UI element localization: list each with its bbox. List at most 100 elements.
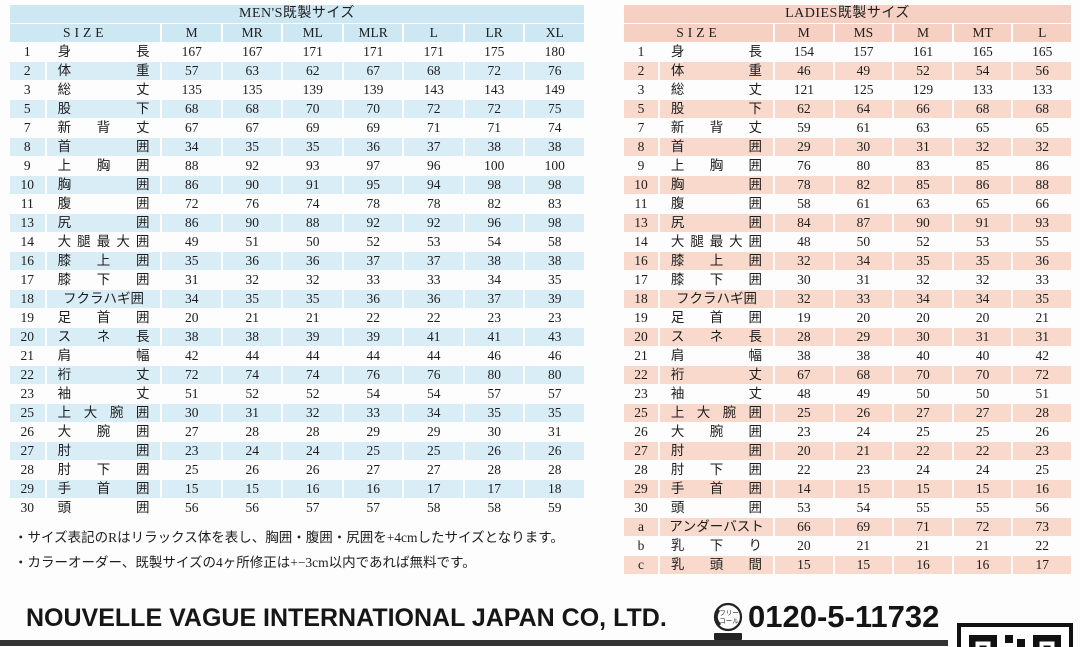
- row-number-cell: 14: [20, 234, 35, 249]
- measurement-value-cell: 66: [894, 100, 952, 118]
- measurement-value-cell: 24: [916, 462, 930, 477]
- table-row: 23 袖丈 51 52 52 54 54 57 57: [10, 385, 584, 403]
- table-row: 27 肘囲 23 24 24 25 25 26 26: [10, 442, 584, 460]
- measurement-value-cell: 78: [426, 196, 441, 211]
- measurement-value-cell: 38: [222, 328, 282, 346]
- measurement-value-cell: 42: [184, 348, 199, 363]
- row-number-cell: 25: [10, 404, 45, 422]
- measurement-value-cell: 21: [856, 538, 871, 553]
- measurement-value-cell: 68: [1013, 100, 1071, 118]
- row-number-cell: 26: [20, 424, 35, 439]
- measurement-label: 肘下囲: [57, 462, 150, 477]
- table-title: LADIES既製サイズ: [624, 5, 1071, 23]
- measurement-label-cell: 大腕囲: [660, 423, 773, 441]
- measurement-label-cell: 体重: [46, 62, 161, 80]
- measurement-value-cell: 68: [834, 366, 893, 384]
- row-number-cell: 28: [20, 462, 35, 477]
- table-row: 10 胸囲 78 82 85 86 88: [624, 176, 1071, 194]
- note-color-order: ・カラーオーダー、既製サイズの4ヶ所修正は+−3cm以内であれば無料です。: [14, 555, 476, 570]
- measurement-value-cell: 154: [793, 44, 814, 59]
- measurement-value-cell: 28: [305, 424, 320, 439]
- measurement-value-cell: 27: [426, 462, 441, 477]
- table-row: 14 大腿最大囲 48 50 52 53 55: [624, 233, 1071, 251]
- measurement-value-cell: 34: [162, 138, 221, 156]
- table-row: 11 腹囲 58 61 63 65 66: [624, 195, 1071, 213]
- measurement-value-cell: 34: [894, 290, 952, 308]
- measurement-label: 身長: [57, 44, 150, 59]
- table-title: MEN'S既製サイズ: [10, 5, 584, 23]
- table-row: 25 上大腕囲 25 26 27 27 28: [624, 404, 1071, 422]
- measurement-value-cell: 90: [222, 176, 282, 194]
- measurement-label: 上胸囲: [57, 158, 150, 173]
- size-column-header: MS: [834, 24, 893, 42]
- measurement-value-cell: 100: [544, 158, 565, 173]
- measurement-label: 袖丈: [57, 386, 150, 401]
- measurement-value-cell: 28: [547, 462, 562, 477]
- row-number-cell: 18: [10, 290, 45, 308]
- measurement-value-cell: 53: [426, 234, 441, 249]
- measurement-value-cell: 51: [245, 234, 259, 249]
- table-row: 30 頭囲 53 54 55 55 56: [624, 499, 1071, 517]
- measurement-value-cell: 59: [547, 500, 562, 515]
- measurement-label-cell: 尻囲: [46, 214, 161, 232]
- measurement-value-cell: 34: [162, 290, 221, 308]
- measurement-value-cell: 70: [343, 100, 403, 118]
- footer-rule: [0, 640, 948, 646]
- measurement-label: 肘囲: [670, 443, 763, 458]
- table-row: 17 膝下囲 30 31 32 32 33: [624, 271, 1071, 289]
- measurement-label: 頭囲: [57, 500, 150, 515]
- measurement-value-cell: 25: [775, 404, 833, 422]
- row-number-cell: 1: [23, 44, 31, 59]
- measurement-value-cell: 54: [856, 500, 871, 515]
- measurement-value-cell: 129: [912, 82, 934, 97]
- measurement-value-cell: 167: [242, 44, 263, 59]
- measurement-label: 股下: [57, 101, 150, 116]
- measurement-value-cell: 35: [283, 138, 342, 156]
- measurement-value-cell: 71: [894, 518, 952, 536]
- measurement-value-cell: 62: [283, 62, 342, 80]
- table-row: 10 胸囲 86 90 91 95 94 98 98: [10, 176, 584, 194]
- measurement-value-cell: 24: [856, 424, 871, 439]
- table-row: 13 尻囲 84 87 90 91 93: [624, 214, 1071, 232]
- measurement-value-cell: 38: [525, 138, 584, 156]
- measurement-value-cell: 50: [305, 234, 320, 249]
- measurement-label: 尻囲: [57, 215, 150, 230]
- row-number-cell: 3: [23, 82, 31, 97]
- measurement-value-cell: 70: [283, 100, 342, 118]
- row-number-cell: 27: [10, 442, 45, 460]
- measurement-value-cell: 21: [1035, 310, 1049, 325]
- measurement-value-cell: 28: [775, 328, 833, 346]
- measurement-value-cell: 167: [181, 44, 202, 59]
- measurement-label: 身長: [670, 44, 763, 59]
- measurement-value-cell: 56: [1035, 500, 1049, 515]
- measurement-value-cell: 34: [953, 290, 1012, 308]
- measurement-label-cell: 膝下囲: [660, 271, 773, 289]
- measurement-value-cell: 80: [856, 158, 871, 173]
- measurement-value-cell: 67: [775, 366, 833, 384]
- measurement-value-cell: 74: [305, 196, 320, 211]
- measurement-value-cell: 83: [547, 196, 562, 211]
- phone-number: 0120-5-11732: [748, 599, 940, 634]
- row-number-cell: 8: [624, 138, 658, 156]
- measurement-value-cell: 55: [916, 500, 930, 515]
- measurement-value-cell: 26: [834, 404, 893, 422]
- measurement-value-cell: 86: [162, 176, 221, 194]
- measurement-value-cell: 48: [797, 234, 811, 249]
- measurement-value-cell: 61: [856, 196, 871, 211]
- measurement-value-cell: 71: [426, 120, 441, 135]
- measurement-value-cell: 96: [464, 214, 524, 232]
- measurement-value-cell: 28: [487, 462, 501, 477]
- measurement-value-cell: 135: [181, 82, 202, 97]
- measurement-value-cell: 135: [242, 82, 263, 97]
- measurement-label: 膝下囲: [670, 272, 763, 287]
- measurement-value-cell: 33: [834, 290, 893, 308]
- measurement-value-cell: 31: [1013, 328, 1071, 346]
- measurement-label-cell: 手首囲: [46, 480, 161, 498]
- measurement-value-cell: 26: [464, 442, 524, 460]
- measurement-value-cell: 66: [775, 518, 833, 536]
- measurement-value-cell: 84: [775, 214, 833, 232]
- measurement-value-cell: 55: [1035, 234, 1049, 249]
- measurement-value-cell: 67: [184, 120, 199, 135]
- measurement-value-cell: 17: [464, 480, 524, 498]
- measurement-value-cell: 15: [953, 480, 1012, 498]
